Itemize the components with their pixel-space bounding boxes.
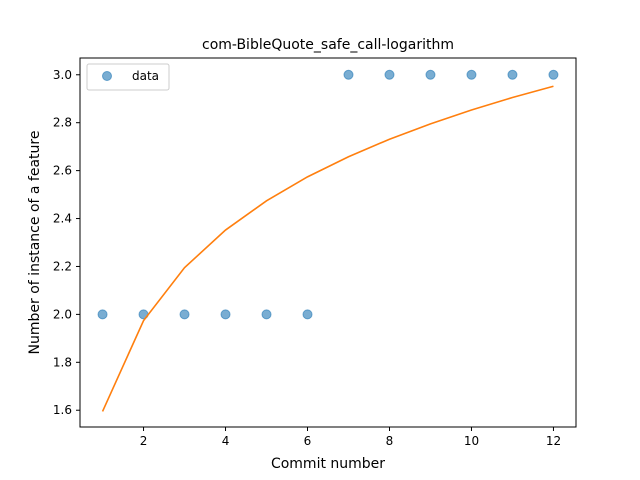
x-tick-label-10: 10 (464, 434, 479, 448)
data-point-1 (97, 309, 108, 320)
y-tick-label-2.6: 2.6 (53, 164, 72, 178)
data-point-4 (220, 309, 231, 320)
chart-ticks: 2 4 6 8 10 12 1.6 1.8 2.0 2.2 2.4 2.6 2.8 3.0 (53, 68, 561, 448)
y-tick-label-3.0: 3.0 (53, 68, 72, 82)
data-point-10 (466, 69, 477, 80)
fit-line (101, 85, 554, 412)
data-point-11 (507, 69, 518, 80)
x-axis-label: Commit number (271, 456, 385, 472)
x-tick-label-8: 8 (386, 434, 394, 448)
axes-frame (79, 57, 577, 428)
plot-area (80, 58, 576, 427)
legend: data (86, 63, 170, 91)
data-point-3 (179, 309, 190, 320)
x-tick-label-2: 2 (140, 434, 148, 448)
y-tick-label-2.4: 2.4 (53, 212, 72, 226)
y-axis-label: Number of instance of a feature (27, 131, 43, 355)
x-tick-label-12: 12 (546, 434, 561, 448)
y-tick-label-2.0: 2.0 (53, 307, 72, 321)
data-point-6 (302, 309, 313, 320)
legend-label-data: data (132, 69, 159, 83)
legend-box (86, 63, 170, 91)
y-tick-label-1.8: 1.8 (53, 355, 72, 369)
legend-marker-data (102, 71, 112, 81)
data-point-5 (261, 309, 272, 320)
x-tick-label-6: 6 (304, 434, 312, 448)
y-tick-label-2.2: 2.2 (53, 259, 72, 273)
chart-title: com-BibleQuote_safe_call-logarithm (202, 37, 454, 53)
data-point-12 (548, 69, 559, 80)
data-point-9 (425, 69, 436, 80)
x-tick-label-4: 4 (222, 434, 230, 448)
chart-marks (97, 69, 559, 412)
y-tick-label-1.6: 1.6 (53, 403, 72, 417)
data-point-8 (384, 69, 395, 80)
data-point-7 (343, 69, 354, 80)
y-tick-label-2.8: 2.8 (53, 116, 72, 130)
